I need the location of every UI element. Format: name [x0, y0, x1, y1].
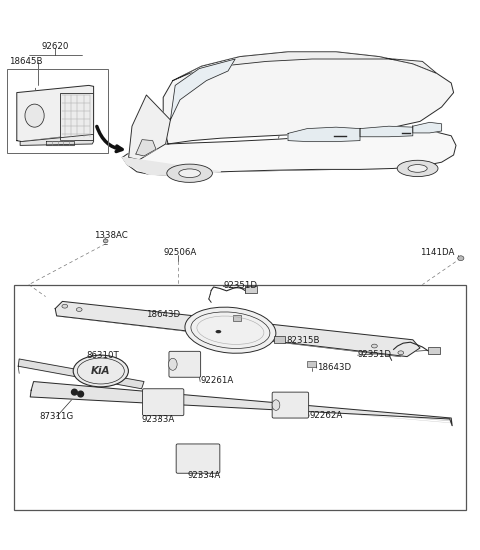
Text: 92351D: 92351D [358, 350, 392, 359]
Ellipse shape [185, 307, 276, 353]
Text: 92620: 92620 [41, 42, 69, 51]
Text: 18643D: 18643D [317, 362, 351, 372]
Polygon shape [30, 382, 452, 426]
Ellipse shape [216, 330, 221, 333]
Text: 1141DA: 1141DA [420, 249, 455, 257]
FancyBboxPatch shape [176, 444, 220, 473]
Text: 92334A: 92334A [187, 471, 220, 480]
Polygon shape [163, 52, 454, 144]
Ellipse shape [168, 358, 177, 370]
Circle shape [72, 389, 77, 395]
Text: 18643D: 18643D [146, 310, 180, 319]
Text: 92262A: 92262A [310, 411, 343, 420]
Bar [60, 92, 93, 140]
Bar [7, 69, 108, 152]
Polygon shape [17, 85, 94, 141]
Polygon shape [55, 301, 420, 356]
Ellipse shape [272, 400, 280, 410]
Polygon shape [288, 127, 360, 141]
Text: 92351D: 92351D [223, 280, 257, 290]
FancyBboxPatch shape [143, 389, 184, 416]
Ellipse shape [73, 355, 129, 387]
Ellipse shape [457, 256, 464, 261]
Text: 86310T: 86310T [86, 351, 119, 360]
Bar [307, 361, 316, 367]
Bar [428, 346, 440, 354]
Bar [233, 315, 241, 321]
Ellipse shape [62, 304, 68, 308]
Ellipse shape [76, 307, 82, 311]
Bar [274, 336, 285, 343]
Polygon shape [20, 134, 94, 145]
Polygon shape [173, 52, 437, 81]
Ellipse shape [408, 164, 427, 172]
Text: 92333A: 92333A [142, 415, 175, 425]
Polygon shape [129, 95, 170, 160]
Text: 87311G: 87311G [39, 412, 73, 421]
Text: 1338AC: 1338AC [94, 231, 127, 240]
Polygon shape [136, 140, 156, 156]
Text: 82315B: 82315B [287, 336, 320, 345]
Polygon shape [18, 359, 144, 389]
Polygon shape [413, 122, 442, 133]
Ellipse shape [25, 104, 44, 127]
FancyBboxPatch shape [272, 392, 309, 418]
Polygon shape [122, 131, 456, 175]
Bar [245, 285, 257, 293]
Text: 18645B: 18645B [9, 57, 42, 66]
Ellipse shape [179, 169, 201, 178]
Ellipse shape [167, 164, 213, 183]
Bar [14, 284, 466, 510]
Text: KiA: KiA [91, 366, 110, 376]
Polygon shape [122, 157, 221, 175]
Ellipse shape [372, 344, 377, 348]
Text: 92261A: 92261A [200, 376, 233, 385]
Polygon shape [360, 126, 413, 137]
Ellipse shape [398, 351, 404, 355]
Circle shape [78, 391, 84, 397]
Ellipse shape [103, 239, 108, 243]
Ellipse shape [397, 160, 438, 177]
Polygon shape [170, 59, 235, 120]
Text: 92506A: 92506A [163, 249, 196, 257]
Polygon shape [46, 141, 74, 145]
FancyBboxPatch shape [169, 351, 201, 377]
